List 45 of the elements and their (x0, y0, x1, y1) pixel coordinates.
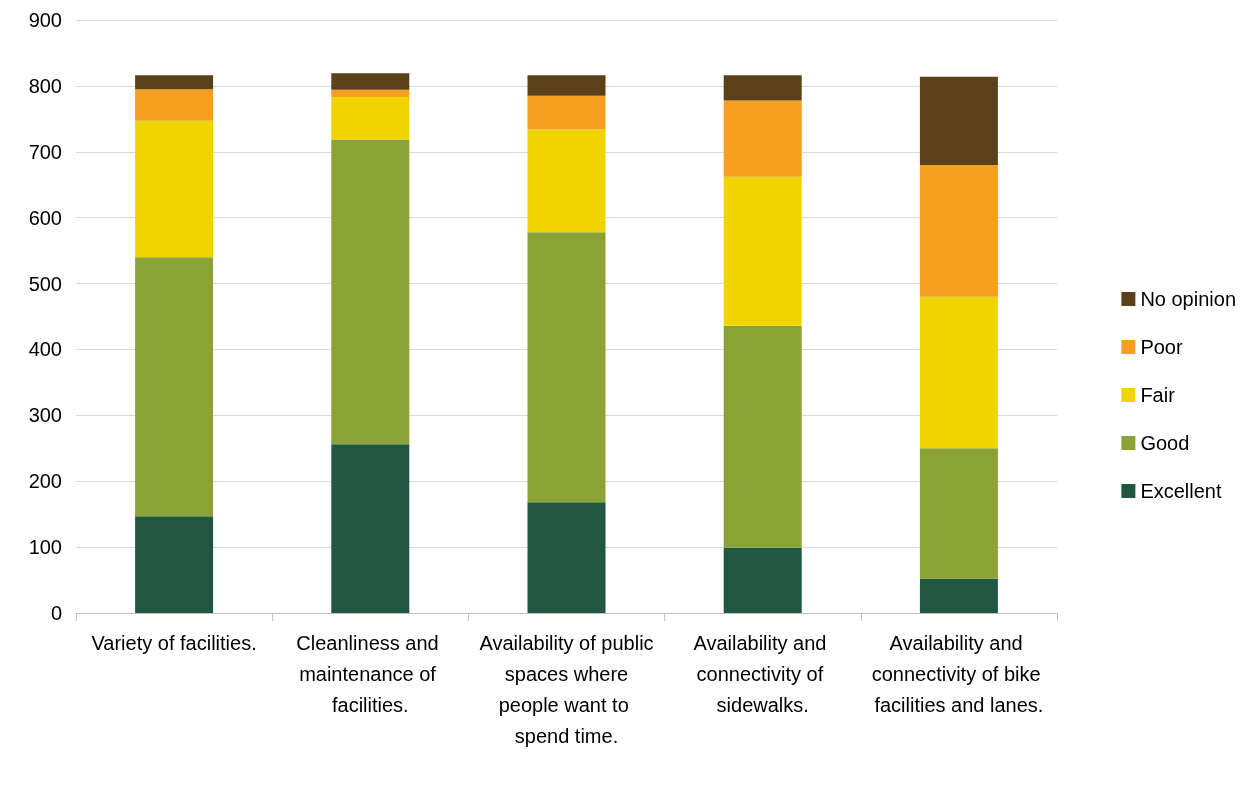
bar (723, 547, 802, 613)
bar (331, 444, 410, 613)
bar (919, 296, 998, 449)
y-tick-label: 100 (28, 536, 62, 559)
legend-label: Excellent (1140, 480, 1222, 502)
bar (527, 129, 606, 233)
x-tick-label: Availability and connectivity of sidewalks. (693, 631, 832, 716)
bar (135, 516, 214, 613)
x-tick-label: Cleanliness and maintenance of facilities. (296, 631, 445, 716)
bar (331, 139, 410, 445)
bar (527, 232, 606, 503)
bar (527, 75, 606, 96)
legend-label: Poor (1140, 336, 1183, 358)
y-tick-label: 800 (28, 74, 62, 97)
bar (135, 120, 214, 258)
y-tick-label: 600 (28, 206, 62, 229)
legend-label: No opinion (1140, 288, 1236, 310)
y-tick-label: 0 (50, 602, 62, 624)
bar (135, 75, 214, 90)
y-tick-label: 900 (28, 9, 62, 31)
bar (723, 100, 802, 177)
bar (135, 257, 214, 517)
x-tick-label: Variety of facilities. (91, 631, 257, 654)
bar (919, 448, 998, 579)
bar (527, 95, 606, 130)
bar (331, 97, 410, 140)
y-tick-label: 400 (28, 338, 62, 361)
x-tick-label: Availability of public spaces where people want to spend time. (479, 631, 654, 747)
bar (331, 73, 410, 90)
y-tick-label: 500 (28, 272, 62, 295)
bar (331, 89, 410, 98)
bar (135, 89, 214, 121)
bar (723, 325, 802, 548)
y-tick-label: 300 (28, 404, 62, 427)
bar (919, 164, 998, 297)
y-tick-label: 200 (28, 470, 62, 493)
bar (723, 75, 802, 101)
legend-label: Good (1140, 432, 1190, 454)
y-tick-label: 700 (28, 140, 62, 163)
legend-label: Fair (1140, 384, 1176, 406)
bar (723, 176, 802, 326)
x-tick-label: Availability and connectivity of bike facilities and lanes. (871, 631, 1047, 716)
bar (527, 502, 606, 613)
bar (919, 578, 998, 613)
bar (919, 76, 998, 165)
